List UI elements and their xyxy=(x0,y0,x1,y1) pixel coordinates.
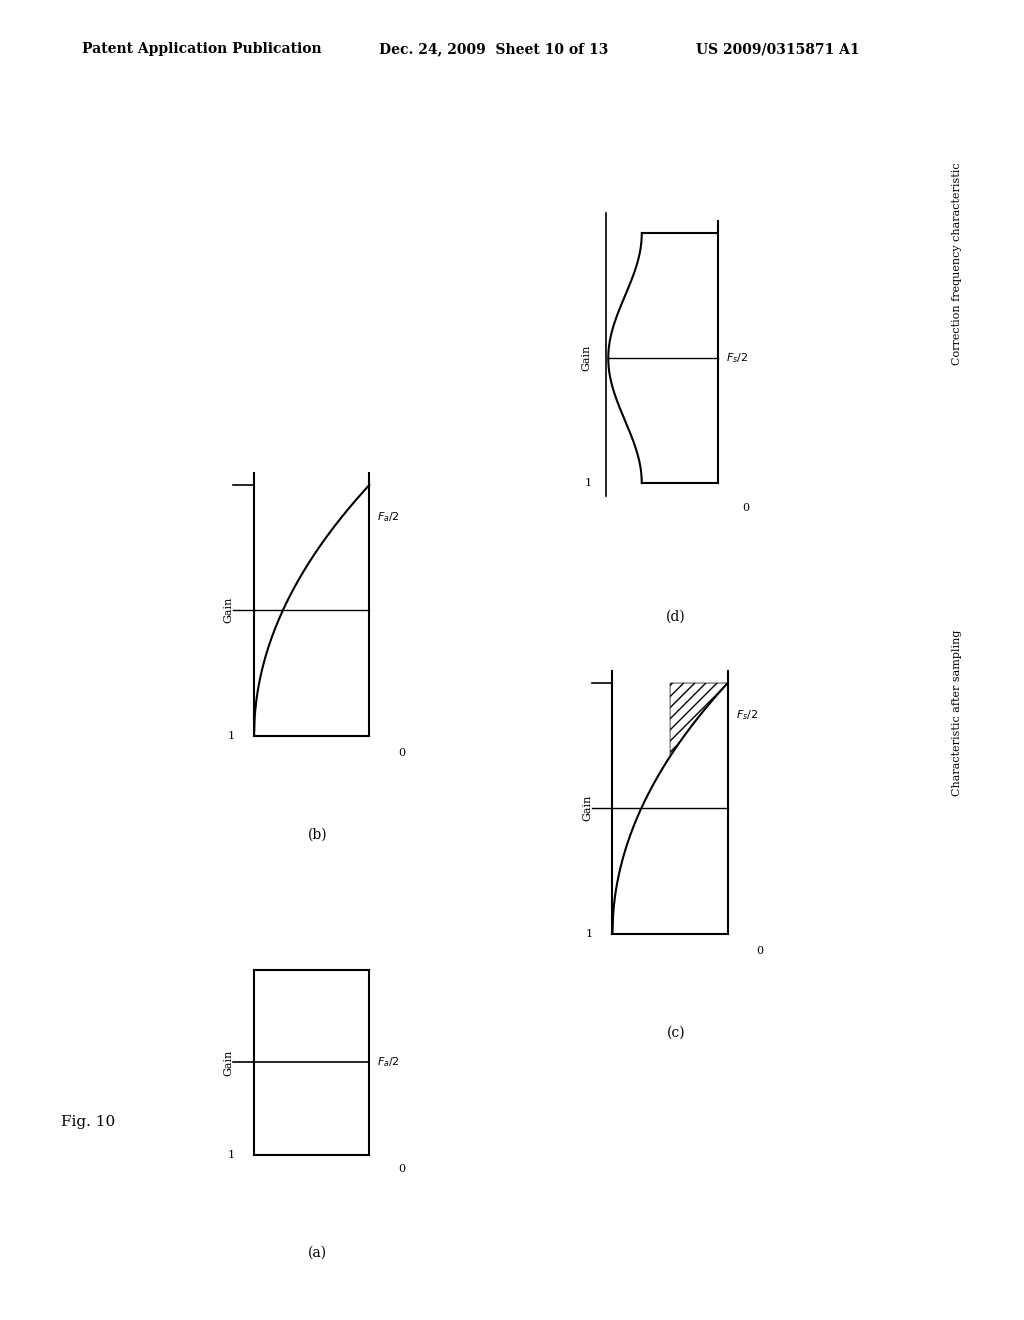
Text: $F_a/2$: $F_a/2$ xyxy=(378,1056,400,1069)
Text: Gain: Gain xyxy=(582,795,592,821)
Text: 0: 0 xyxy=(757,946,764,956)
Text: Correction frequency characteristic: Correction frequency characteristic xyxy=(952,162,963,366)
Text: 1: 1 xyxy=(586,928,593,939)
Text: 0: 0 xyxy=(398,1164,406,1173)
Text: $F_s/2$: $F_s/2$ xyxy=(726,351,748,366)
Text: (a): (a) xyxy=(308,1246,327,1261)
Text: Gain: Gain xyxy=(223,1049,233,1076)
Text: (b): (b) xyxy=(307,828,328,841)
Text: US 2009/0315871 A1: US 2009/0315871 A1 xyxy=(696,42,860,57)
Text: Gain: Gain xyxy=(223,597,233,623)
Text: 1: 1 xyxy=(227,1150,234,1160)
Text: $F_a/2$: $F_a/2$ xyxy=(378,511,400,524)
Text: 1: 1 xyxy=(227,730,234,741)
Text: Dec. 24, 2009  Sheet 10 of 13: Dec. 24, 2009 Sheet 10 of 13 xyxy=(379,42,608,57)
Text: 0: 0 xyxy=(398,748,406,758)
Text: Fig. 10: Fig. 10 xyxy=(61,1115,116,1130)
Text: (c): (c) xyxy=(667,1026,685,1039)
Polygon shape xyxy=(670,682,728,756)
Text: 0: 0 xyxy=(742,503,750,513)
Text: $F_s/2$: $F_s/2$ xyxy=(735,709,758,722)
Text: 1: 1 xyxy=(585,478,592,488)
Text: Patent Application Publication: Patent Application Publication xyxy=(82,42,322,57)
Text: (d): (d) xyxy=(666,610,686,623)
Text: Characteristic after sampling: Characteristic after sampling xyxy=(952,630,963,796)
Text: Gain: Gain xyxy=(581,345,591,371)
